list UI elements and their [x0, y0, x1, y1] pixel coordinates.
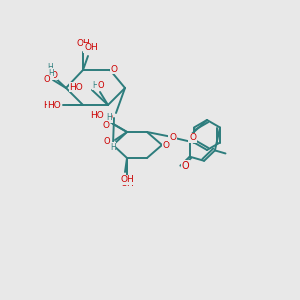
Text: HO: HO [43, 100, 57, 109]
Text: H: H [47, 64, 53, 73]
Text: OH: OH [84, 44, 98, 52]
Text: O: O [110, 64, 118, 74]
Text: O: O [163, 140, 170, 149]
Text: O: O [103, 121, 110, 130]
Text: O: O [169, 133, 176, 142]
Text: HO: HO [90, 112, 104, 121]
Text: H: H [106, 113, 112, 122]
Text: H: H [48, 68, 54, 77]
Text: OH: OH [118, 176, 132, 184]
Text: H: H [110, 142, 116, 152]
Text: HO: HO [47, 100, 61, 109]
Text: O: O [189, 133, 196, 142]
Text: O: O [104, 137, 110, 146]
Text: OH: OH [76, 40, 90, 49]
Text: O: O [182, 161, 189, 171]
Text: O: O [50, 70, 58, 80]
Text: OH: OH [120, 178, 134, 188]
Text: O: O [44, 76, 50, 85]
Text: H: H [92, 80, 98, 89]
Text: HO: HO [69, 82, 83, 91]
Text: O: O [106, 113, 112, 122]
Text: O: O [98, 80, 104, 89]
Text: OH: OH [120, 176, 134, 184]
